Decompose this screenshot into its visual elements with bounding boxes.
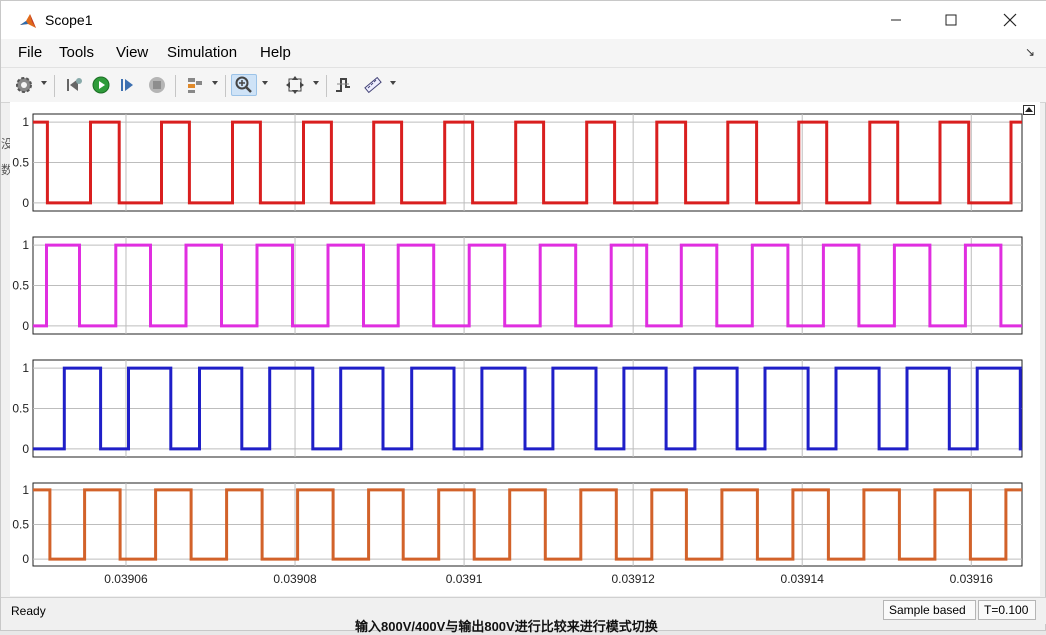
- toolbar-separator: [326, 75, 327, 97]
- y-tick-label: 0: [22, 442, 29, 456]
- status-ready: Ready: [11, 604, 46, 618]
- y-tick-label: 1: [22, 115, 29, 129]
- y-tick-label: 0: [22, 319, 29, 333]
- matlab-icon: [18, 11, 38, 31]
- plot-area: 0 0.5 1 0 0.5 1 0 0.5 1 0 0.5 1 0.03906 0.03908 0.0391…: [10, 102, 1040, 596]
- autoscale-dropdown-icon[interactable]: [313, 81, 319, 85]
- zoom-dropdown-icon[interactable]: [262, 81, 268, 85]
- toolbar-separator: [225, 75, 226, 97]
- sim-time-badge: T=0.100: [978, 600, 1036, 620]
- series-line-3: [32, 366, 1022, 451]
- series-line-2: [32, 243, 1022, 328]
- minimize-button[interactable]: [873, 1, 919, 39]
- run-icon[interactable]: [90, 74, 112, 96]
- zoom-in-icon[interactable]: [231, 74, 257, 96]
- y-tick-label: 0.5: [12, 518, 29, 532]
- y-tick-label: 0.5: [12, 156, 29, 170]
- maximize-button[interactable]: [928, 1, 974, 39]
- undock-legend-icon[interactable]: [1023, 105, 1035, 115]
- y-tick-label: 1: [22, 483, 29, 497]
- measurements-dropdown-icon[interactable]: [390, 81, 396, 85]
- x-tick-label: 0.03914: [781, 572, 825, 586]
- toolbar-separator: [175, 75, 176, 97]
- layout-dropdown-icon[interactable]: [212, 81, 218, 85]
- close-button[interactable]: [987, 1, 1033, 39]
- x-tick-label: 0.03912: [611, 572, 655, 586]
- sample-mode-badge: Sample based: [883, 600, 976, 620]
- menu-tools[interactable]: Tools: [59, 44, 95, 61]
- gear-dropdown-icon[interactable]: [41, 81, 47, 85]
- menu-bar: File Tools View Simulation Help ↘: [1, 39, 1046, 67]
- toolbar: [1, 67, 1046, 103]
- dock-arrow-icon[interactable]: ↘: [1025, 45, 1036, 59]
- menu-help[interactable]: Help: [260, 44, 291, 61]
- title-bar: Scope1: [1, 1, 1046, 39]
- step-back-icon[interactable]: [63, 74, 85, 96]
- y-tick-label: 0: [22, 552, 29, 566]
- x-tick-label: 0.03916: [950, 572, 994, 586]
- menu-simulation[interactable]: Simulation: [167, 44, 238, 61]
- y-tick-label: 0: [22, 196, 29, 210]
- x-tick-label: 0.0391: [446, 572, 483, 586]
- autoscale-icon[interactable]: [284, 74, 306, 96]
- y-tick-label: 1: [22, 361, 29, 375]
- stop-icon[interactable]: [146, 74, 168, 96]
- x-tick-label: 0.03908: [273, 572, 317, 586]
- toolbar-separator: [54, 75, 55, 97]
- y-tick-label: 1: [22, 238, 29, 252]
- status-bar: Ready Sample based T=0.100: [1, 597, 1046, 624]
- layout-icon[interactable]: [184, 74, 206, 96]
- menu-file[interactable]: File: [18, 44, 43, 61]
- triggers-icon[interactable]: [332, 74, 354, 96]
- step-forward-icon[interactable]: [117, 74, 139, 96]
- series-line-1: [32, 120, 1022, 205]
- x-tick-label: 0.03906: [104, 572, 148, 586]
- window-title: Scope1: [45, 12, 93, 28]
- gear-icon[interactable]: [13, 74, 35, 96]
- background-window-edge: 没 数: [1, 137, 14, 177]
- series-line-4: [32, 488, 1022, 561]
- scope-plots: 0 0.5 1 0 0.5 1 0 0.5 1 0 0.5 1 0.03906 0.03908 0.0391…: [12, 113, 1023, 586]
- y-tick-label: 0.5: [12, 402, 29, 416]
- y-tick-label: 0.5: [12, 279, 29, 293]
- background-document-text: 输入800V/400V与输出800V进行比较来进行模式切换: [355, 619, 658, 634]
- menu-view[interactable]: View: [116, 44, 149, 61]
- measurements-icon[interactable]: [362, 74, 384, 96]
